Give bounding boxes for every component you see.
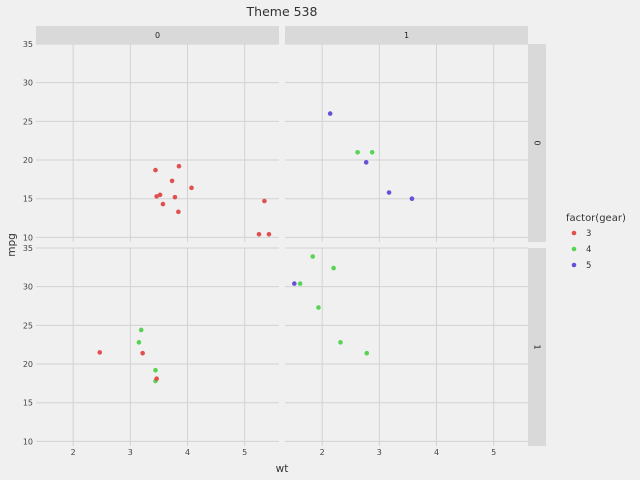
x-tick-label: 5 — [491, 448, 496, 457]
y-tick-label: 35 — [23, 40, 33, 49]
point-gear-3 — [266, 231, 272, 237]
col-strip-0 — [36, 26, 279, 44]
legend-label-4: 4 — [586, 245, 591, 255]
point-gear-3 — [176, 209, 181, 215]
point-gear-3 — [140, 350, 145, 356]
legend-label-3: 3 — [586, 229, 591, 239]
y-axis-title: mpg — [6, 233, 18, 257]
point-gear-5 — [386, 190, 392, 195]
y-tick-label: 20 — [23, 156, 33, 165]
panel-r0-c0 — [36, 43, 279, 242]
y-tick-label: 20 — [23, 360, 33, 369]
point-gear-3 — [153, 167, 158, 173]
panel-r1-c0 — [36, 247, 279, 446]
point-gear-3 — [169, 178, 175, 184]
y-tick-label: 10 — [23, 233, 33, 242]
x-tick-label: 4 — [185, 448, 190, 457]
legend-key-4 — [571, 246, 577, 252]
point-gear-3 — [189, 185, 194, 191]
facet-strips: 0 1 0 1 — [36, 26, 546, 446]
point-gear-5 — [292, 281, 297, 286]
point-gear-3 — [97, 350, 103, 355]
panel-r0-c1 — [285, 43, 528, 242]
point-gear-3 — [172, 194, 178, 200]
legend-key-3 — [571, 230, 577, 236]
row-strip-1 — [528, 248, 546, 446]
point-gear-5 — [409, 196, 415, 201]
x-tick-label: 2 — [320, 448, 325, 457]
point-gear-4 — [136, 340, 142, 345]
row-strip-label: 0 — [533, 140, 542, 145]
y-tick-label: 10 — [23, 437, 33, 446]
legend: factor(gear) 3 4 5 — [566, 213, 626, 271]
x-tick-label: 3 — [128, 448, 133, 457]
col-strip-label: 1 — [404, 31, 409, 40]
x-tick-label: 3 — [377, 448, 382, 457]
y-tick-label: 30 — [23, 283, 33, 292]
point-gear-4 — [297, 281, 303, 286]
legend-key-5 — [571, 262, 577, 268]
point-gear-4 — [355, 149, 360, 155]
point-gear-3 — [176, 163, 182, 169]
point-gear-3 — [262, 198, 267, 204]
panel-r1-c1 — [285, 247, 528, 446]
row-strip-0 — [528, 44, 546, 242]
chart-title: Theme 538 — [246, 4, 318, 19]
legend-title: factor(gear) — [566, 213, 626, 224]
y-tick-label: 35 — [23, 244, 33, 253]
x-tick-label: 5 — [242, 448, 247, 457]
point-gear-4 — [138, 327, 144, 333]
x-tick-label: 2 — [71, 448, 76, 457]
point-gear-4 — [310, 254, 316, 259]
row-strip-label: 1 — [533, 344, 542, 349]
point-gear-3 — [160, 201, 166, 207]
point-gear-5 — [363, 160, 369, 165]
legend-label-5: 5 — [586, 261, 591, 271]
facet-panels: 10 15 20 25 30 35 10 15 20 25 30 35 2 3 4 5 2 3 4 5 — [23, 40, 528, 457]
point-gear-4 — [316, 305, 321, 310]
point-gear-4 — [338, 340, 343, 345]
point-gear-4 — [153, 367, 158, 373]
col-strip-1 — [285, 26, 528, 44]
point-gear-4 — [369, 149, 375, 155]
point-gear-3 — [157, 192, 163, 198]
point-gear-5 — [327, 111, 333, 116]
y-tick-label: 25 — [23, 117, 33, 126]
point-gear-4 — [364, 350, 370, 356]
x-axis-title: wt — [276, 463, 289, 475]
y-tick-label: 25 — [23, 321, 33, 330]
point-gear-4 — [331, 265, 336, 271]
x-tick-label: 4 — [434, 448, 439, 457]
y-tick-label: 30 — [23, 79, 33, 88]
col-strip-label: 0 — [155, 31, 160, 40]
point-gear-3 — [154, 194, 159, 199]
point-gear-3 — [154, 376, 159, 382]
y-tick-label: 15 — [23, 399, 33, 408]
y-tick-label: 15 — [23, 195, 33, 204]
point-gear-3 — [256, 231, 262, 237]
